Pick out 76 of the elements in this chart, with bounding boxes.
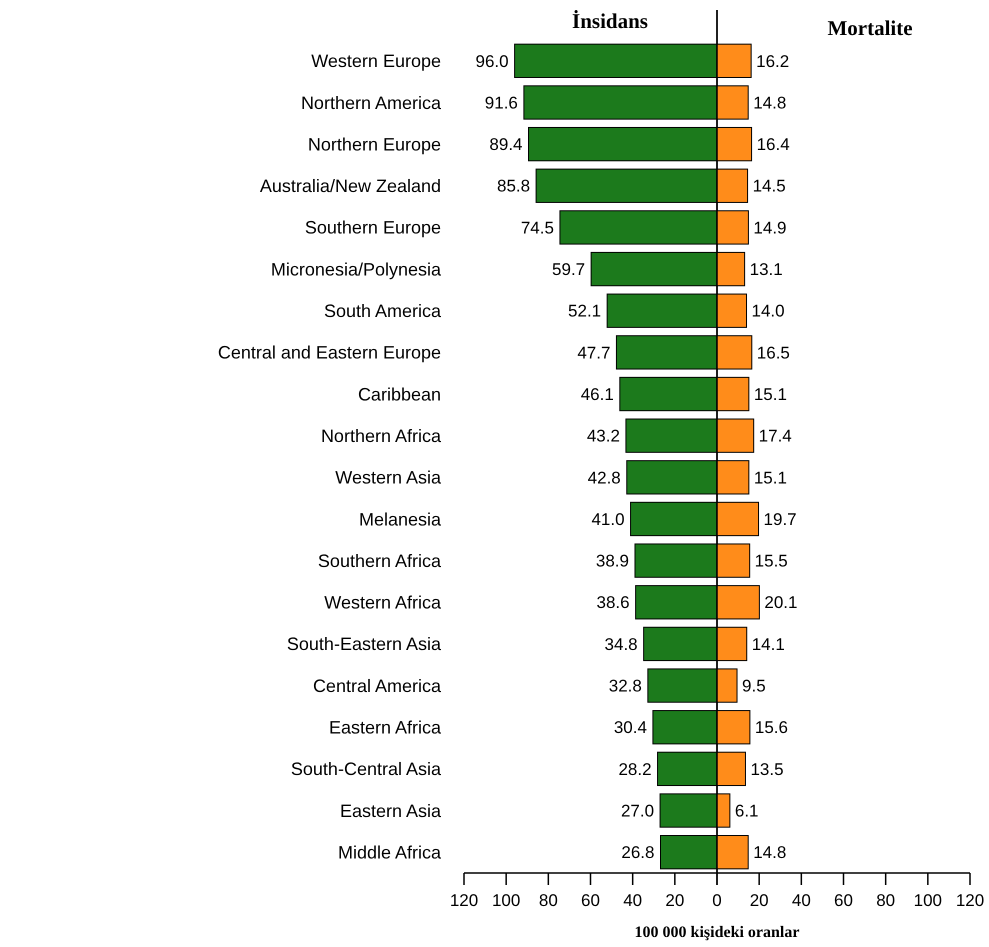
data-label: 15.5	[754, 552, 788, 571]
chart-title: İnsidans	[572, 9, 648, 33]
data-label: 19.7	[764, 510, 797, 529]
data-label: 14.1	[752, 634, 785, 654]
y-tick-label: South-Eastern Asia	[286, 634, 442, 654]
x-tick-label: 60	[581, 891, 600, 910]
data-label: 14.0	[752, 302, 785, 321]
data-label: 27.0	[620, 801, 654, 820]
data-label: 85.8	[497, 176, 530, 196]
y-tick-label: Australia/New Zealand	[260, 176, 441, 196]
x-tick-label: 120	[450, 891, 478, 910]
data-label: 47.7	[577, 343, 610, 362]
x-tick-label: 40	[792, 891, 811, 910]
x-tick-label: 20	[665, 891, 684, 910]
data-label: 13.5	[750, 760, 784, 779]
data-label: 16.4	[756, 135, 790, 154]
chart-title: Mortalite	[827, 16, 913, 40]
data-label: 20.1	[764, 593, 798, 612]
data-label: 15.1	[754, 384, 787, 404]
data-label: 15.6	[754, 718, 788, 738]
y-tick-label: Northern Africa	[320, 426, 442, 446]
data-label: 89.4	[489, 135, 523, 154]
y-tick-label: Northern America	[300, 92, 442, 113]
x-tick-label: 20	[750, 891, 769, 910]
data-label: 30.4	[614, 718, 647, 738]
y-tick-label: Western Asia	[335, 468, 442, 488]
data-label: 9.5	[742, 676, 766, 696]
x-tick-label: 0	[712, 891, 722, 910]
data-label: 34.8	[604, 634, 638, 654]
data-label: 14.5	[752, 176, 786, 196]
data-label: 32.8	[608, 676, 642, 696]
data-label: 41.0	[591, 510, 625, 529]
data-label: 74.5	[520, 218, 554, 238]
data-label: 13.1	[750, 260, 783, 280]
x-tick-label: 100	[492, 891, 520, 910]
data-label: 91.6	[484, 93, 518, 112]
data-label: 46.1	[580, 384, 614, 404]
data-label: 59.7	[552, 260, 586, 280]
x-tick-label: 40	[623, 891, 642, 910]
data-label: 15.1	[754, 468, 787, 488]
data-label: 52.1	[568, 302, 602, 321]
x-tick-label: 60	[834, 891, 853, 910]
y-tick-label: Melanesia	[358, 509, 442, 530]
x-tick-label: 120	[956, 891, 984, 910]
data-label: 16.2	[756, 52, 790, 71]
y-tick-label: Caribbean	[358, 384, 441, 404]
x-tick-label: 100	[914, 891, 942, 910]
y-tick-label: South-Central Asia	[290, 759, 442, 780]
data-label: 28.2	[618, 760, 652, 779]
x-axis-title: 100 000 kişideki oranlar	[634, 924, 800, 941]
y-tick-label: Western Europe	[311, 51, 441, 72]
y-tick-label: Eastern Asia	[340, 800, 442, 821]
x-tick-label: 80	[538, 891, 558, 910]
y-tick-label: Western Africa	[324, 592, 442, 613]
y-tick-label: Southern Europe	[304, 218, 441, 238]
y-tick-label: Northern Europe	[308, 134, 441, 154]
y-tick-label: Central America	[312, 676, 442, 696]
data-label: 38.6	[596, 593, 630, 612]
data-label: 26.8	[621, 843, 654, 862]
data-label: 16.5	[756, 343, 790, 362]
data-label: 14.8	[753, 93, 786, 112]
data-label: 14.9	[753, 218, 787, 238]
y-tick-label: Middle Africa	[338, 842, 442, 862]
x-tick-label: 80	[876, 891, 896, 910]
data-label: 42.8	[588, 468, 621, 488]
y-tick-label: Southern Africa	[318, 550, 442, 571]
y-tick-label: Eastern Africa	[328, 718, 442, 738]
data-label: 38.9	[596, 552, 629, 571]
data-label: 43.2	[586, 426, 620, 446]
y-tick-label: Central and Eastern Europe	[218, 342, 441, 363]
y-tick-label: Micronesia/Polynesia	[270, 259, 442, 280]
data-label: 6.1	[734, 801, 758, 820]
data-label: 17.4	[758, 426, 792, 446]
data-label: 14.8	[753, 843, 786, 862]
y-tick-label: South America	[324, 301, 442, 322]
data-label: 96.0	[476, 52, 509, 71]
